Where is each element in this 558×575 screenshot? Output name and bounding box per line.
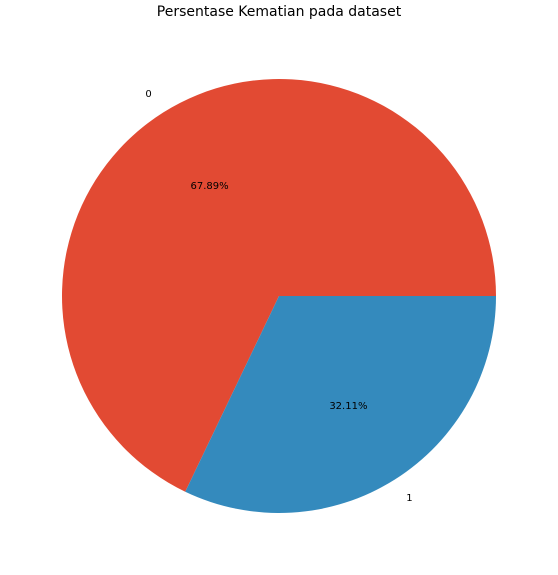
slice-label-0: 0 bbox=[145, 89, 151, 100]
slice-percent-0: 67.89% bbox=[191, 181, 229, 192]
slice-label-1: 1 bbox=[406, 493, 412, 504]
pie-slice-0 bbox=[62, 79, 496, 492]
chart-title: Persentase Kematian pada dataset bbox=[156, 4, 402, 20]
slice-percent-1: 32.11% bbox=[329, 401, 367, 412]
pie-slice-1 bbox=[185, 296, 497, 514]
